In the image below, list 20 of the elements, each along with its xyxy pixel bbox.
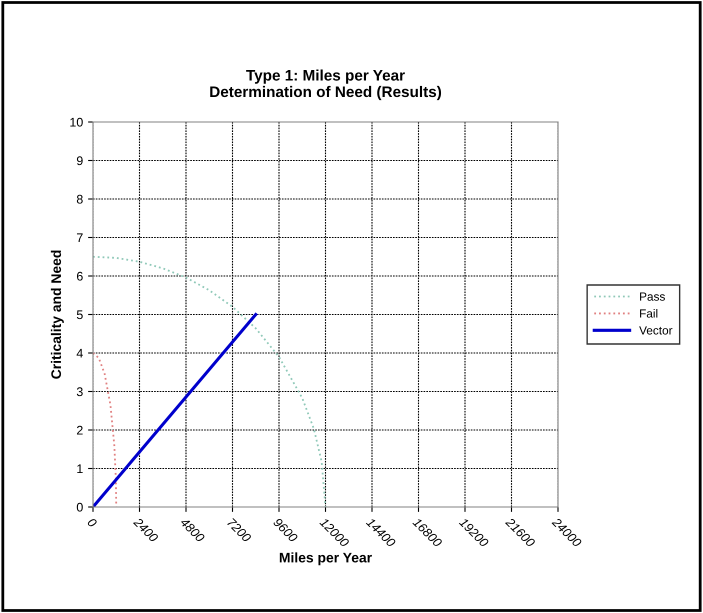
y-tick-label: 5: [76, 310, 83, 320]
y-tick-label: 0: [76, 502, 83, 512]
chart-title: Type 1: Miles per Year Determination of Need (Results): [210, 69, 442, 100]
x-tick-label: 4800: [180, 517, 206, 543]
y-tick-label: 3: [76, 387, 83, 396]
y-axis-title: Criticality and Need: [50, 250, 64, 379]
y-tick-label: 2: [76, 426, 83, 435]
x-tick-label: 0: [86, 517, 98, 528]
y-tick-label: 4: [76, 348, 83, 358]
y-tick-label: 1: [77, 464, 83, 474]
y-tick-label: 6: [76, 272, 83, 281]
y-tick-label: 10: [70, 118, 83, 127]
y-tick-label: 7: [76, 233, 83, 242]
line-series: [93, 256, 326, 507]
legend-label: Fail: [640, 308, 658, 318]
legend-label: Pass: [640, 292, 665, 301]
x-axis-title: Miles per Year: [280, 552, 372, 566]
y-tick-label: 9: [76, 156, 83, 166]
legend-label: Vector: [639, 326, 672, 335]
y-tick-label: 8: [76, 194, 83, 204]
